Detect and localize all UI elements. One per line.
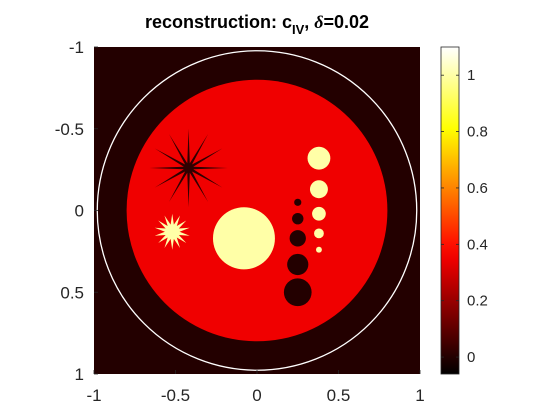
colorbar-tick-label: 1: [467, 67, 475, 84]
y-tick-label: -0.5: [55, 120, 84, 139]
title-delta: δ: [314, 12, 323, 32]
x-axis: -1 -0.5 0 0.5 1: [86, 370, 425, 405]
star-shape: [149, 128, 228, 208]
bright-disk: [309, 180, 328, 199]
dark-disk: [283, 278, 312, 307]
dark-disk: [289, 230, 306, 247]
y-tick-label: 0.5: [60, 283, 84, 302]
title-separator: ,: [304, 12, 314, 32]
dark-disk: [294, 198, 302, 206]
bright-disk: [314, 228, 324, 239]
x-tick-label: -0.5: [161, 386, 190, 405]
title-suffix: =0.02: [324, 12, 370, 32]
bright-disk: [307, 146, 331, 170]
bright-disk: [312, 206, 326, 221]
y-tick-label: 0: [75, 202, 84, 221]
colorbar-tick-label: 0.2: [467, 293, 488, 310]
x-tick-label: 1: [415, 386, 424, 405]
heatmap-plot: [94, 47, 420, 374]
x-tick-label: -1: [86, 386, 101, 405]
chart-title: reconstruction: cIV, δ=0.02: [145, 12, 369, 37]
x-tick-label: 0.5: [327, 386, 351, 405]
title-prefix: reconstruction: c: [145, 12, 292, 32]
bright-disk: [316, 246, 322, 253]
colorbar-tick-label: 0: [467, 349, 475, 366]
dark-disk: [292, 212, 304, 225]
y-tick-label: -1: [69, 38, 84, 57]
y-tick-label: 1: [75, 365, 84, 384]
colorbar-frame: [440, 46, 460, 375]
dark-disk: [287, 253, 309, 276]
y-axis: -1 -0.5 0 0.5 1: [55, 38, 98, 384]
colorbar-tick-label: 0.8: [467, 124, 488, 141]
colorbar-tick-label: 0.6: [467, 180, 488, 197]
colorbar-tick-label: 0.4: [467, 236, 488, 253]
colorbar: 0 0.2 0.4 0.6 0.8 1: [440, 46, 488, 375]
colorbar-ticks: 0 0.2 0.4 0.6 0.8 1: [441, 67, 488, 366]
bright-disk: [212, 207, 275, 270]
phantom-image: [126, 79, 388, 342]
title-subscript: IV: [292, 22, 305, 37]
colorbar-gradient: [441, 47, 459, 374]
x-tick-label: 0: [252, 386, 261, 405]
star-shape: [154, 213, 190, 250]
